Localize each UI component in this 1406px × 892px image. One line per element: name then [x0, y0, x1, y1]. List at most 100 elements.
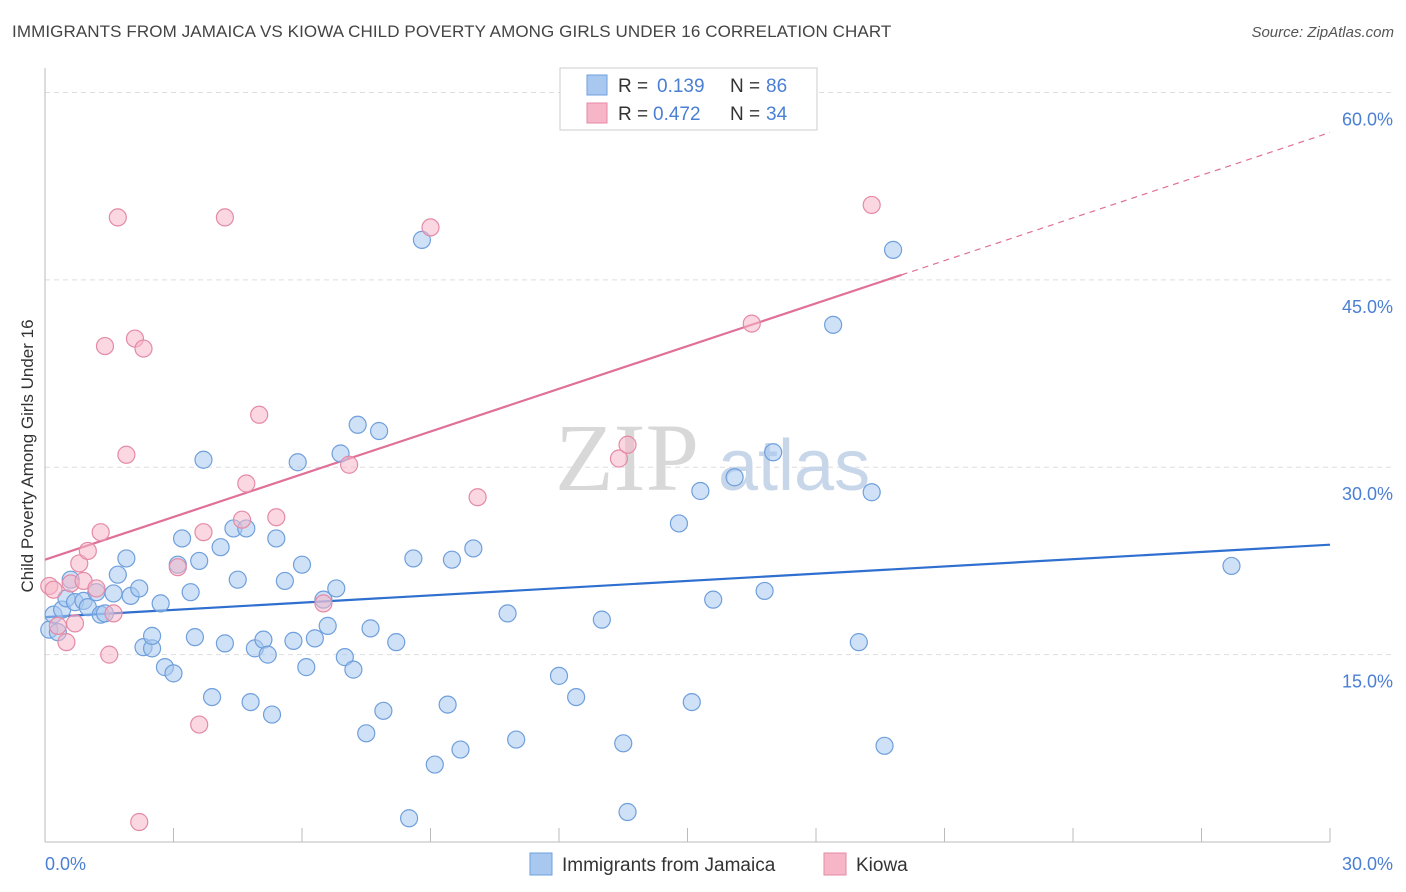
data-point-blue [412, 230, 432, 249]
chart-title: IMMIGRANTS FROM JAMAICA VS KIOWA CHILD P… [12, 22, 892, 41]
data-point-blue [764, 443, 783, 462]
data-point-blue [1222, 556, 1241, 576]
data-point-blue [370, 421, 389, 441]
data-point-blue [275, 571, 294, 591]
bottom-legend-swatch-blue [529, 852, 553, 876]
data-point-blue [151, 594, 170, 613]
data-point-blue [262, 705, 282, 724]
trend-line-dashed-pink [901, 131, 1331, 276]
data-point-blue [862, 483, 881, 502]
data-point-blue [682, 692, 701, 712]
data-point-blue [190, 551, 209, 571]
data-point-blue [288, 453, 307, 472]
data-point-pink [314, 594, 333, 613]
data-point-pink [421, 218, 440, 237]
y-tick-label: 60.0% [1342, 109, 1393, 129]
x-tick-label: 0.0% [45, 854, 86, 874]
trend-line-blue [44, 543, 1331, 619]
data-point-blue [849, 633, 868, 652]
trend-line-pink [44, 273, 903, 561]
data-point-blue [327, 579, 346, 598]
data-point-blue [875, 736, 894, 755]
data-point-blue [117, 549, 136, 568]
legend-r-label: R = [618, 104, 648, 125]
data-point-blue [108, 565, 127, 584]
data-point-blue [592, 610, 611, 629]
bottom-legend: Immigrants from Jamaica Kiowa [529, 852, 908, 876]
data-point-blue [425, 755, 444, 774]
data-point-blue [194, 450, 213, 469]
y-tick-label: 30.0% [1342, 484, 1393, 504]
legend-n-value-pink: 34 [766, 104, 788, 125]
data-point-blue [292, 555, 312, 574]
data-point-blue [614, 734, 633, 753]
y-tick-label: 15.0% [1342, 672, 1393, 692]
y-tick-label: 45.0% [1342, 297, 1393, 317]
x-tick-label: 30.0% [1342, 854, 1393, 874]
data-point-blue [181, 583, 200, 602]
data-point-blue [284, 631, 303, 650]
legend-r-value-blue: 0.139 [657, 76, 705, 97]
legend-swatch-pink [586, 102, 608, 124]
data-point-blue [228, 570, 247, 589]
data-point-pink [91, 523, 110, 542]
data-point-pink [134, 339, 153, 358]
data-point-pink [618, 435, 637, 454]
data-point-blue [691, 481, 710, 501]
data-point-blue [305, 629, 324, 648]
data-point-blue [297, 658, 316, 677]
source-credit: Source: ZipAtlas.com [1251, 24, 1394, 41]
data-point-blue [824, 315, 843, 334]
data-point-blue [442, 550, 462, 569]
data-point-pink [237, 474, 256, 493]
data-point-blue [755, 581, 774, 601]
data-point-blue [318, 616, 337, 635]
data-point-pink [468, 488, 487, 507]
data-point-blue [507, 730, 526, 749]
data-point-pink [862, 195, 881, 215]
data-point-pink [130, 812, 149, 832]
data-point-pink [215, 208, 234, 227]
data-point-pink [57, 633, 76, 652]
data-point-blue [451, 740, 470, 759]
data-point-blue [267, 529, 286, 548]
legend-n-label: N = [730, 76, 760, 97]
data-point-pink [168, 558, 187, 577]
data-point-blue [130, 579, 149, 598]
data-point-pink [87, 579, 106, 598]
data-point-pink [250, 405, 269, 424]
data-point-blue [704, 590, 723, 609]
data-point-blue [348, 415, 367, 434]
data-point-pink [194, 523, 213, 542]
data-point-pink [78, 541, 97, 561]
tick-labels: 15.0% 30.0% 45.0% 60.0% 0.0% 30.0% [45, 109, 1393, 874]
data-point-blue [164, 664, 183, 683]
legend-n-label: N = [730, 104, 760, 125]
data-point-blue [185, 628, 205, 647]
legend-r-value-pink: 0.472 [653, 104, 701, 125]
data-point-blue [215, 634, 234, 653]
data-point-blue [567, 687, 586, 707]
data-point-pink [48, 616, 67, 635]
watermark-atlas: atlas [718, 426, 870, 506]
data-point-blue [344, 660, 363, 679]
data-point-blue [498, 604, 517, 623]
gridlines [45, 91, 1395, 656]
data-point-blue [618, 802, 637, 822]
data-point-blue [361, 619, 380, 638]
data-point-blue [387, 633, 406, 652]
data-point-pink [117, 445, 136, 464]
data-points [40, 195, 1241, 832]
data-point-pink [609, 449, 629, 468]
data-point-pink [95, 336, 115, 356]
axes [44, 68, 1331, 843]
data-point-blue [438, 695, 457, 714]
data-point-blue [254, 630, 273, 649]
data-point-pink [267, 508, 286, 527]
bottom-legend-label-pink: Kiowa [856, 855, 908, 876]
data-point-blue [399, 809, 419, 828]
data-point-blue [202, 687, 222, 707]
bottom-legend-label-blue: Immigrants from Jamaica [562, 855, 776, 876]
data-point-pink [742, 314, 761, 333]
